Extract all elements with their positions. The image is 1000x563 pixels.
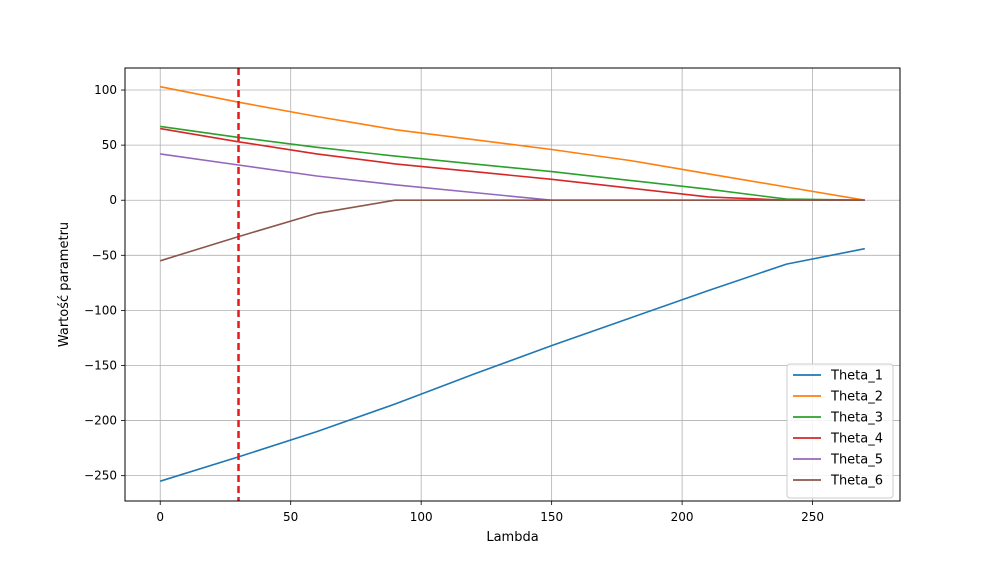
series-line-theta-6 [159,199,865,262]
legend-label: Theta_2 [830,390,883,405]
series-line-theta-3 [160,125,865,201]
plot-frame [124,67,901,502]
y-tick-label: −150 [84,358,117,372]
legend-box [786,363,894,499]
legend: Theta_1 Theta_2 Theta_3 Theta_4 Theta_5 Theta… [786,363,894,499]
x-tick-label: 50 [283,510,298,524]
y-tick-label: −100 [84,303,117,317]
series-line-theta-2 [160,85,865,201]
y-axis-label: Wartość parametru [57,222,72,347]
x-axis-label: Lambda [486,530,538,545]
series-lines [159,85,865,482]
x-tick-label: 0 [156,510,164,524]
series-line-theta-4 [160,127,865,201]
y-tick-label: 0 [109,193,117,207]
y-tick-label: −200 [84,414,117,428]
legend-label: Theta_5 [830,453,883,468]
x-tick-label: 150 [540,510,563,524]
legend-label: Theta_4 [830,432,883,447]
x-tick-label: 100 [410,510,433,524]
y-tick-label: −250 [84,469,117,483]
x-tick-label: 200 [671,510,694,524]
axis-ticks: 0 50 100 150 200 250 100 50 0 −50 −100 −150 −200 −250 [84,83,824,524]
y-tick-label: 100 [94,83,117,97]
legend-label: Theta_3 [830,411,883,426]
legend-label: Theta_1 [830,369,883,384]
legend-label: Theta_6 [830,474,883,489]
y-tick-label: 50 [102,138,117,152]
x-tick-label: 250 [801,510,824,524]
grid-lines [125,68,900,501]
series-line-theta-1 [159,247,865,482]
y-tick-label: −50 [92,248,117,262]
